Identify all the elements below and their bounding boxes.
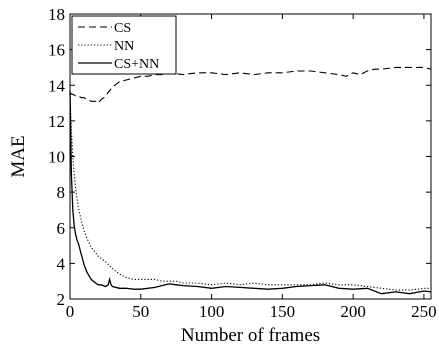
- ticks-layer: 0 50 100 150 200 250 2 4 6 8 10 12 14 16 18: [48, 5, 437, 321]
- x-tick-label: 200: [340, 302, 366, 321]
- legend-label: NN: [114, 39, 134, 54]
- series-line-cs: [69, 66, 432, 104]
- x-tick-label: 150: [270, 302, 296, 321]
- y-axis-label: MAE: [8, 135, 29, 177]
- legend-label: CS: [114, 21, 131, 36]
- x-tick-label: 0: [66, 302, 75, 321]
- y-tick-label: 16: [48, 41, 65, 60]
- y-tick-label: 18: [48, 5, 65, 24]
- y-tick-label: 8: [57, 183, 66, 202]
- y-tick-label: 14: [48, 76, 66, 95]
- x-tick-label: 50: [132, 302, 149, 321]
- x-tick-label: 100: [199, 302, 225, 321]
- y-tick-label: 10: [48, 148, 65, 167]
- legend-label: CS+NN: [114, 57, 159, 72]
- series-layer: [69, 66, 432, 295]
- series-line-nn: [69, 94, 431, 291]
- legend: CS NN CS+NN: [71, 15, 177, 75]
- series-line-cs-nn: [69, 90, 432, 295]
- legend-box: [71, 15, 177, 75]
- y-tick-label: 12: [48, 112, 65, 131]
- y-tick-label: 6: [57, 219, 66, 238]
- x-tick-label: 250: [411, 302, 437, 321]
- y-tick-label: 4: [57, 254, 66, 273]
- x-axis-label: Number of frames: [181, 325, 320, 346]
- y-tick-label: 2: [57, 290, 66, 309]
